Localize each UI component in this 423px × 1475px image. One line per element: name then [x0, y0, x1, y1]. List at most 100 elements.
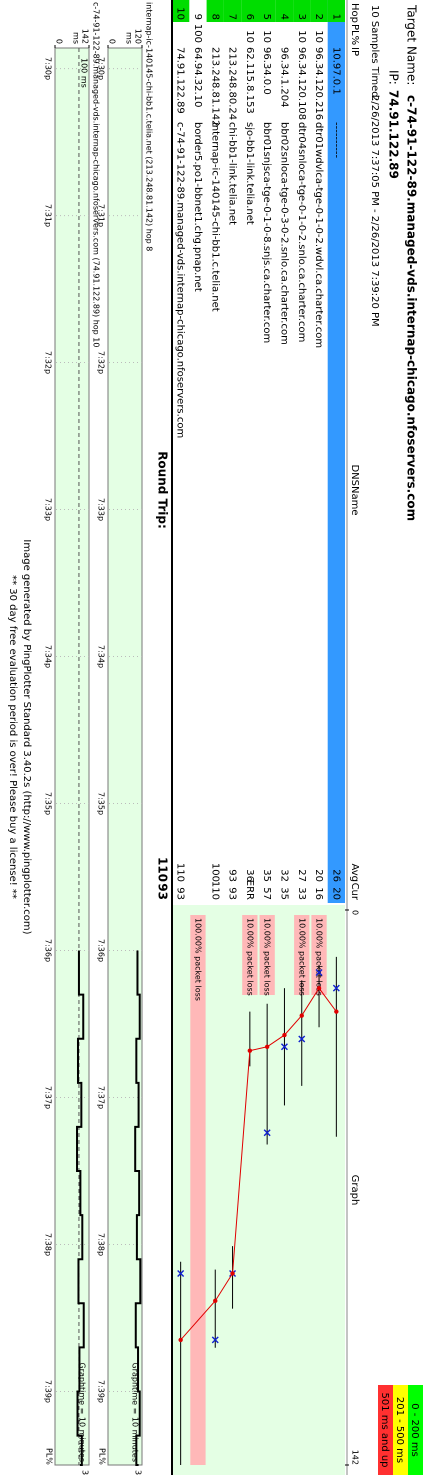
time-label: 7:30p: [44, 57, 53, 80]
time-label: 7:38p: [44, 1233, 53, 1256]
timeline-unit: ms: [125, 32, 134, 44]
packet-loss: 100: [192, 24, 203, 43]
graphtime: Graphtime = 10 minutes: [131, 1362, 140, 1462]
column-header: Hop: [349, 3, 360, 23]
column-header: Avg: [349, 863, 360, 882]
ip: 213.248.81.142: [209, 47, 220, 127]
time-label: 7:33p: [44, 498, 53, 521]
dns-name: internap-ic-140145-chi-bb1.c.telia.net: [209, 122, 220, 312]
ip-label: IP:: [387, 70, 401, 85]
loss-band: [259, 915, 275, 995]
hop-number: 4: [278, 14, 289, 20]
legend-label: 0 - 200 ms: [409, 1403, 420, 1457]
cur-marker: [211, 1336, 219, 1344]
cur: ERR: [244, 880, 255, 900]
legend-swatch: [378, 1385, 393, 1475]
time-range: 2/26/2013 7:37:05 PM - 2/26/2013 7:39:20…: [369, 95, 380, 327]
avg: 32: [278, 869, 289, 882]
avg-dot: [230, 1271, 235, 1276]
avg-dot: [178, 1337, 183, 1343]
cur-marker: [280, 1043, 288, 1051]
time-label: 7:31p: [44, 204, 53, 227]
time-label: 7:37p: [44, 1086, 53, 1109]
hop-number: 5: [261, 14, 272, 20]
avg: 100: [209, 863, 220, 882]
ip: 96.34.1.204: [278, 47, 289, 107]
dns-name: bbr01snjsca-tge-0-1-0-8.snjs.ca.charter.…: [261, 122, 272, 343]
hop-number: 7: [227, 14, 238, 20]
dns-name: c-74-91-122-89.managed-vds.internap-chic…: [175, 122, 186, 438]
cur-marker: [263, 1129, 271, 1137]
cur-marker: [332, 984, 340, 992]
timeline-area: [107, 47, 143, 1466]
cur: 93: [175, 887, 186, 900]
cur: 93: [227, 887, 238, 900]
cur-marker: [315, 969, 323, 977]
avg: 93: [227, 869, 238, 882]
dns-name: sjo-bb1-link.telia.net: [244, 122, 255, 225]
avg-dot: [334, 1009, 339, 1014]
ip: 96.34.0.0: [261, 47, 272, 95]
hop-status: [310, 0, 328, 22]
hop-status: [206, 0, 224, 22]
footer-note: ** 30 day free evaluation period is over…: [7, 575, 18, 899]
legend-label: 501 ms and up: [379, 1392, 390, 1467]
pl-axis-label: PL%: [45, 1448, 54, 1465]
avg-dot: [264, 1044, 270, 1049]
avg: 20: [313, 869, 324, 882]
ip: 96.34.120.216: [313, 47, 324, 120]
ip: 96.34.120.108: [296, 47, 307, 120]
ip: 10.97.0.1: [330, 47, 341, 95]
legend-label: 201 - 500 ms: [394, 1397, 405, 1463]
loss-label: 100.00% packet loss: [193, 918, 202, 1001]
loss-band: [190, 915, 206, 1465]
column-header: IP: [349, 47, 360, 56]
cur: 57: [261, 887, 272, 900]
loss-label: 10.00% packet loss: [245, 918, 254, 996]
packet-loss: 10: [313, 30, 324, 43]
ip: 64.94.32.10: [192, 47, 203, 107]
timeline-title: internap-ic-140145-chi-bb1.c.telia.net (…: [145, 2, 154, 251]
graph-tick-label: 0: [351, 910, 360, 915]
dns-name: bbr02snloca-tge-0-3-0-2.snlo.ca.charter.…: [278, 122, 289, 345]
dns-name: dtr01wdvlca-tge-0-1-0-2.wdvl.ca.charter.…: [313, 122, 324, 348]
time-label: 7:36p: [44, 939, 53, 962]
latency-trace: [76, 950, 85, 1466]
avg: 35: [261, 869, 272, 882]
target-name: c-74-91-122-89.managed-vds.internap-chic…: [405, 95, 419, 521]
loss-label: 10.00% packet loss: [315, 918, 324, 996]
loss-label: 10.00% packet loss: [263, 918, 272, 996]
hop-status: [223, 0, 242, 22]
dns-name: border5.po1-bbnet1.chg.pnap.net: [192, 122, 203, 292]
legend-swatch: [393, 1385, 408, 1475]
cur: 16: [313, 887, 324, 900]
column-header: Cur: [349, 883, 360, 901]
time-label: 7:39p: [97, 1380, 106, 1403]
timeline-title: c-74-91-122-89.managed-vds.internap-chic…: [92, 2, 101, 347]
ip: 62.115.8.153: [244, 47, 255, 114]
dns-name: ----------: [330, 122, 341, 158]
round-trip-avg: 110: [156, 857, 170, 882]
cur: 20: [330, 887, 341, 900]
hop-number: 6: [244, 14, 255, 20]
cur: 33: [296, 887, 307, 900]
timeline-unit: ms: [72, 32, 81, 44]
time-label: 7:38p: [97, 1233, 106, 1256]
ip: 74.91.122.89: [175, 47, 186, 114]
time-label: 7:30p: [97, 57, 106, 80]
cur-marker: [177, 1269, 185, 1277]
time-label: 7:36p: [97, 939, 106, 962]
footer-note: Image generated by PingPlotter Standard …: [21, 539, 32, 934]
cur: 35: [278, 887, 289, 900]
time-label: 7:32p: [97, 351, 106, 374]
avg-dot: [316, 985, 322, 991]
round-trip-cur: 93: [156, 883, 170, 900]
timeline-y-label: 0: [108, 39, 117, 44]
column-header: DNSName: [349, 464, 360, 515]
hop-number: 8: [209, 14, 220, 20]
round-trip-label: Round Trip:: [156, 451, 170, 529]
loss-band: [294, 915, 310, 995]
samples-label: 10 Samples Timed:: [369, 5, 380, 101]
